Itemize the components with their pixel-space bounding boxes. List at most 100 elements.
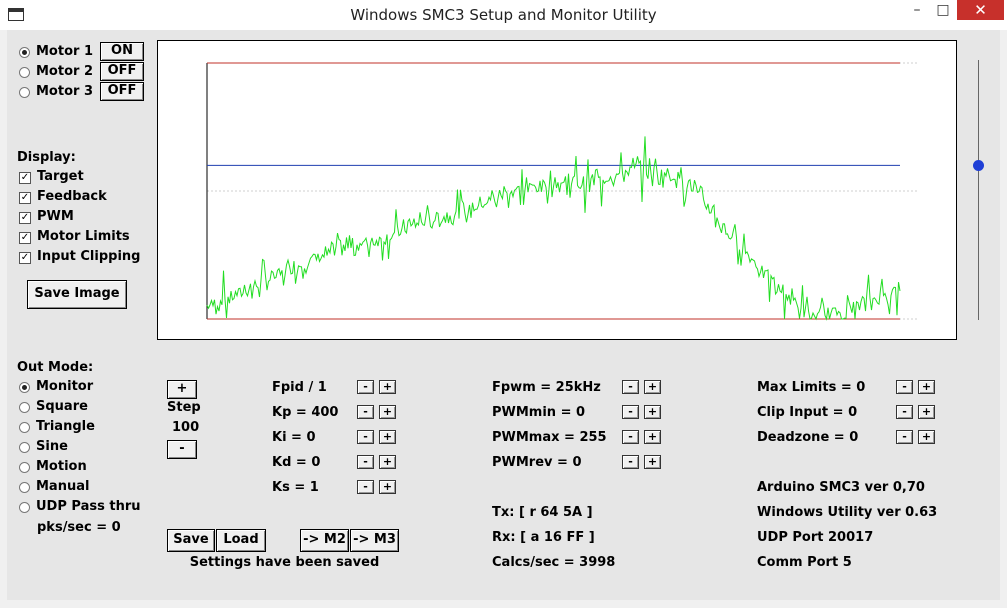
mode-sine-radio[interactable] bbox=[19, 442, 30, 453]
ki-plus-button[interactable]: + bbox=[379, 430, 396, 444]
mode-udp-label: UDP Pass thru bbox=[36, 499, 141, 514]
pwmrev-minus-button[interactable]: - bbox=[622, 455, 639, 469]
title-bar bbox=[0, 0, 1007, 30]
mode-manual-radio[interactable] bbox=[19, 482, 30, 493]
save-image-button[interactable]: Save Image bbox=[27, 280, 127, 309]
param-pwmrev: PWMrev = 0 bbox=[492, 455, 582, 470]
fpid-plus-button[interactable]: + bbox=[379, 380, 396, 394]
param-fpid: Fpid / 1 bbox=[272, 380, 327, 395]
copy-to-m3-button[interactable]: -> M3 bbox=[350, 529, 399, 552]
pwm-label: PWM bbox=[37, 209, 74, 224]
fpwm-minus-button[interactable]: - bbox=[622, 380, 639, 394]
utility-version: Windows Utility ver 0.63 bbox=[757, 505, 938, 520]
save-button[interactable]: Save bbox=[167, 529, 215, 552]
copy-to-m2-button[interactable]: -> M2 bbox=[300, 529, 349, 552]
motor-1-radio[interactable] bbox=[19, 47, 30, 58]
calcs-readout: Calcs/sec = 3998 bbox=[492, 555, 616, 570]
maximize-button[interactable]: □ bbox=[936, 2, 950, 18]
mode-square-label: Square bbox=[36, 399, 88, 414]
pwm-checkbox[interactable]: ✓ bbox=[19, 212, 31, 224]
out-mode-heading: Out Mode: bbox=[17, 360, 94, 375]
feedback-checkbox[interactable]: ✓ bbox=[19, 192, 31, 204]
param-kp: Kp = 400 bbox=[272, 405, 339, 420]
display-heading: Display: bbox=[17, 150, 76, 165]
close-button[interactable]: ✕ bbox=[957, 0, 1004, 20]
step-plus-button[interactable]: + bbox=[167, 380, 197, 399]
step-value: 100 bbox=[172, 420, 200, 435]
input-clipping-checkbox[interactable]: ✓ bbox=[19, 252, 31, 264]
arduino-version: Arduino SMC3 ver 0,70 bbox=[757, 480, 925, 495]
motor-1-toggle-button[interactable]: ON bbox=[100, 42, 144, 61]
deadzone-minus-button[interactable]: - bbox=[896, 430, 913, 444]
max-limits-minus-button[interactable]: - bbox=[896, 380, 913, 394]
target-checkbox[interactable]: ✓ bbox=[19, 172, 31, 184]
clip-input-minus-button[interactable]: - bbox=[896, 405, 913, 419]
kp-minus-button[interactable]: - bbox=[357, 405, 374, 419]
pwmmin-minus-button[interactable]: - bbox=[622, 405, 639, 419]
motor-3-radio[interactable] bbox=[19, 87, 30, 98]
mode-manual-label: Manual bbox=[36, 479, 90, 494]
param-kd: Kd = 0 bbox=[272, 455, 321, 470]
rx-readout: Rx: [ a 16 FF ] bbox=[492, 530, 595, 545]
ki-minus-button[interactable]: - bbox=[357, 430, 374, 444]
app-icon bbox=[8, 8, 24, 21]
motor-3-toggle-button[interactable]: OFF bbox=[100, 82, 144, 101]
fpid-minus-button[interactable]: - bbox=[357, 380, 374, 394]
param-pwmmax: PWMmax = 255 bbox=[492, 430, 607, 445]
mode-triangle-label: Triangle bbox=[36, 419, 95, 434]
motor-2-radio[interactable] bbox=[19, 67, 30, 78]
mode-motion-radio[interactable] bbox=[19, 462, 30, 473]
param-deadzone: Deadzone = 0 bbox=[757, 430, 859, 445]
param-max-limits: Max Limits = 0 bbox=[757, 380, 866, 395]
param-clip-input: Clip Input = 0 bbox=[757, 405, 858, 420]
mode-monitor-label: Monitor bbox=[36, 379, 94, 394]
pwmmax-minus-button[interactable]: - bbox=[622, 430, 639, 444]
mode-sine-label: Sine bbox=[36, 439, 68, 454]
param-pwmmin: PWMmin = 0 bbox=[492, 405, 586, 420]
ks-minus-button[interactable]: - bbox=[357, 480, 374, 494]
mode-square-radio[interactable] bbox=[19, 402, 30, 413]
clip-input-plus-button[interactable]: + bbox=[918, 405, 935, 419]
pwmrev-plus-button[interactable]: + bbox=[644, 455, 661, 469]
step-label: Step bbox=[167, 400, 201, 415]
motor-limits-label: Motor Limits bbox=[37, 229, 130, 244]
motor-1-label: Motor 1 bbox=[36, 44, 93, 59]
tx-readout: Tx: [ r 64 5A ] bbox=[492, 505, 593, 520]
slider-thumb[interactable] bbox=[973, 160, 984, 171]
udp-port: UDP Port 20017 bbox=[757, 530, 874, 545]
load-button[interactable]: Load bbox=[216, 529, 266, 552]
kp-plus-button[interactable]: + bbox=[379, 405, 396, 419]
mode-triangle-radio[interactable] bbox=[19, 422, 30, 433]
fpwm-plus-button[interactable]: + bbox=[644, 380, 661, 394]
feedback-label: Feedback bbox=[37, 189, 107, 204]
motor-3-label: Motor 3 bbox=[36, 84, 93, 99]
pks-sec-readout: pks/sec = 0 bbox=[37, 520, 121, 535]
mode-monitor-radio[interactable] bbox=[19, 382, 30, 393]
slider-track[interactable] bbox=[978, 60, 979, 320]
pwmmin-plus-button[interactable]: + bbox=[644, 405, 661, 419]
target-label: Target bbox=[37, 169, 84, 184]
deadzone-plus-button[interactable]: + bbox=[918, 430, 935, 444]
mode-udp-radio[interactable] bbox=[19, 502, 30, 513]
kd-minus-button[interactable]: - bbox=[357, 455, 374, 469]
ks-plus-button[interactable]: + bbox=[379, 480, 396, 494]
motor-limits-checkbox[interactable]: ✓ bbox=[19, 232, 31, 244]
window-title: Windows SMC3 Setup and Monitor Utility bbox=[350, 6, 657, 24]
mode-motion-label: Motion bbox=[36, 459, 87, 474]
status-message: Settings have been saved bbox=[189, 555, 380, 570]
motor-2-label: Motor 2 bbox=[36, 64, 93, 79]
minimize-button[interactable]: – bbox=[913, 2, 921, 18]
param-ki: Ki = 0 bbox=[272, 430, 316, 445]
pwmmax-plus-button[interactable]: + bbox=[644, 430, 661, 444]
pwm-trace bbox=[206, 136, 901, 321]
step-minus-button[interactable]: - bbox=[167, 440, 197, 459]
max-limits-plus-button[interactable]: + bbox=[918, 380, 935, 394]
comm-port: Comm Port 5 bbox=[757, 555, 852, 570]
motor-2-toggle-button[interactable]: OFF bbox=[100, 62, 144, 81]
monitor-chart bbox=[157, 40, 957, 340]
chart-plot-area bbox=[206, 62, 917, 321]
param-ks: Ks = 1 bbox=[272, 480, 319, 495]
input-clipping-label: Input Clipping bbox=[37, 249, 141, 264]
param-fpwm: Fpwm = 25kHz bbox=[492, 380, 601, 395]
kd-plus-button[interactable]: + bbox=[379, 455, 396, 469]
